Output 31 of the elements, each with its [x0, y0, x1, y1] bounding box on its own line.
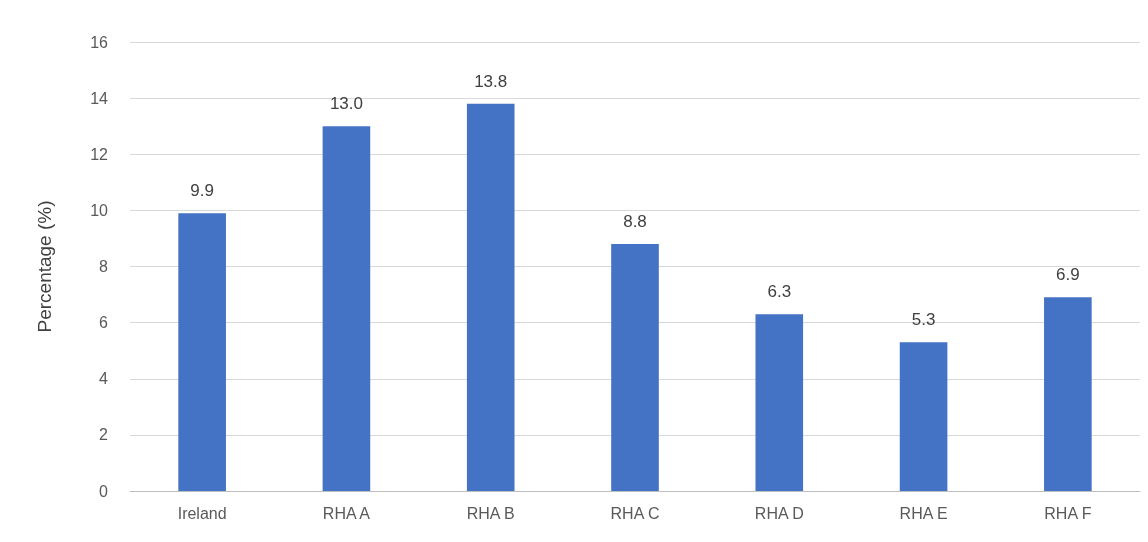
y-axis-title: Percentage (%) — [34, 200, 55, 333]
x-tick-label: RHA D — [754, 504, 804, 522]
bar — [466, 103, 515, 491]
y-tick-label: 6 — [99, 314, 109, 332]
y-tick-label: 12 — [90, 145, 109, 163]
bar — [178, 213, 226, 491]
bar — [899, 342, 948, 491]
y-tick-label: 2 — [99, 426, 109, 444]
bar — [322, 126, 371, 491]
data-label: 9.9 — [190, 181, 214, 201]
x-tick-label: RHA E — [899, 504, 948, 522]
data-label: 8.8 — [623, 212, 647, 232]
y-tick-label: 16 — [90, 33, 109, 51]
data-label: 5.3 — [911, 310, 936, 330]
x-tick-label: RHA B — [466, 504, 515, 522]
y-tick-label: 8 — [99, 258, 109, 275]
y-tick-label: 10 — [90, 201, 109, 219]
bar — [755, 314, 804, 491]
x-tick-label: RHA C — [610, 504, 660, 522]
x-tick-label: RHA A — [322, 504, 371, 522]
data-label: 13.0 — [329, 94, 363, 114]
y-tick-label: 0 — [99, 482, 109, 500]
x-tick-label: Ireland — [177, 504, 227, 522]
data-label: 6.3 — [767, 282, 792, 302]
y-tick-label: 14 — [90, 89, 109, 107]
bar — [1044, 297, 1092, 491]
data-label: 13.8 — [474, 71, 508, 91]
bar — [611, 244, 659, 491]
x-tick-label: RHA F — [1044, 504, 1092, 522]
data-label: 6.9 — [1056, 265, 1080, 285]
y-tick-label: 4 — [99, 370, 109, 388]
